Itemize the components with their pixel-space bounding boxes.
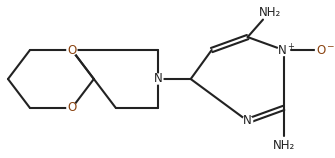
Circle shape xyxy=(67,103,77,113)
Text: N: N xyxy=(243,114,252,128)
Text: NH₂: NH₂ xyxy=(259,6,281,19)
Circle shape xyxy=(278,45,289,55)
Text: N: N xyxy=(153,73,162,85)
Circle shape xyxy=(243,116,253,126)
Text: +: + xyxy=(287,42,294,51)
Circle shape xyxy=(67,45,77,55)
Text: −: − xyxy=(327,42,334,51)
Text: O: O xyxy=(67,101,76,114)
Text: O: O xyxy=(67,44,76,57)
Text: O: O xyxy=(316,44,325,57)
Text: N: N xyxy=(278,44,287,57)
Circle shape xyxy=(153,74,163,84)
Circle shape xyxy=(316,44,328,56)
Text: NH₂: NH₂ xyxy=(272,139,295,152)
